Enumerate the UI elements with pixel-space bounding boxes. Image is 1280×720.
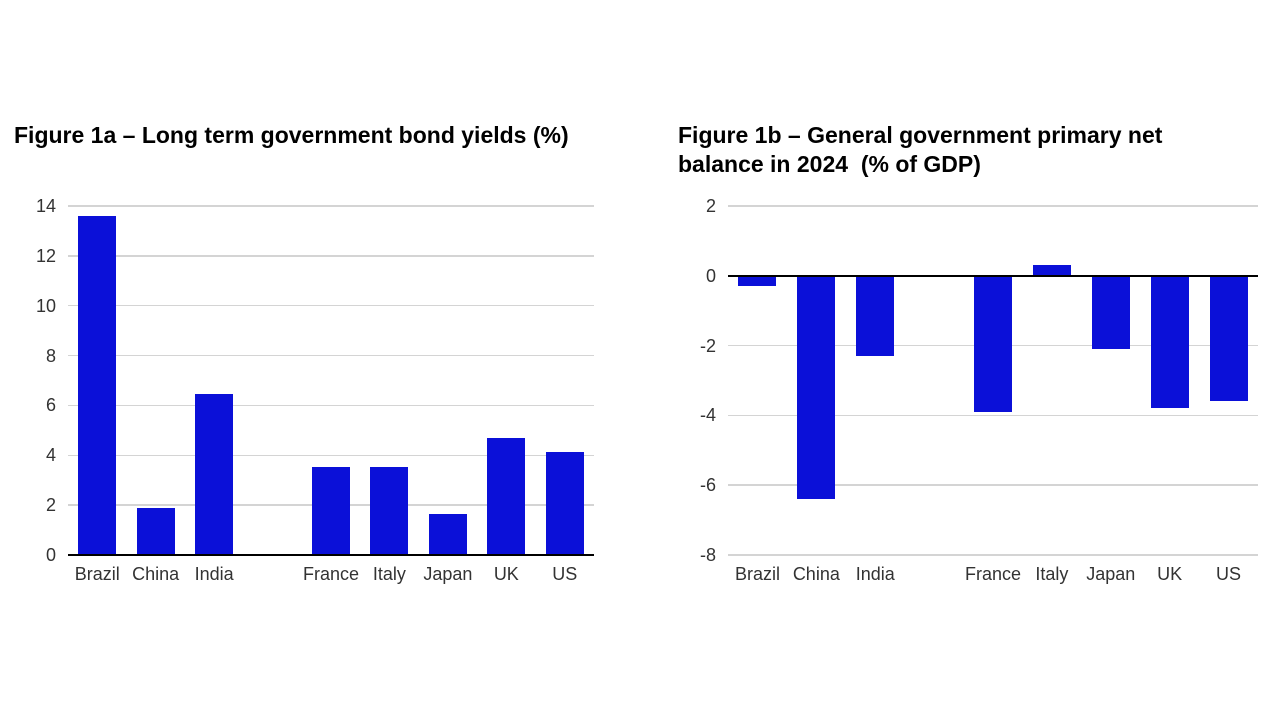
bar-japan [428, 513, 467, 555]
bar-uk [487, 437, 526, 555]
y-axis-tick-label: 4 [45, 445, 56, 466]
x-axis-category-label: India [194, 564, 234, 584]
y-axis-tick-label: 6 [45, 395, 56, 416]
gridline [728, 484, 1258, 486]
x-axis-category-label: China [792, 564, 840, 584]
gridline [68, 354, 594, 357]
y-axis-tick-label: 8 [45, 345, 56, 366]
bar-france [312, 466, 350, 555]
y-axis-tick-label: 14 [35, 196, 56, 216]
bar-japan [1091, 275, 1130, 350]
figure-1a-title: Figure 1a – Long term government bond yi… [14, 122, 569, 148]
gridline [68, 454, 594, 457]
gridline [68, 205, 594, 207]
figure-1b-title: Figure 1b – General government primary n… [678, 122, 1163, 177]
zero-axis-line [68, 554, 594, 556]
x-axis-category-label: Japan [423, 564, 473, 584]
y-axis-tick-label: 2 [705, 196, 716, 216]
bar-us [545, 451, 584, 555]
bar-brazil [738, 275, 777, 287]
bar-brazil [78, 215, 117, 555]
bar-india [856, 275, 895, 357]
gridline [68, 404, 594, 407]
bar-italy [370, 466, 409, 555]
y-axis-tick-label: -8 [699, 545, 716, 565]
x-axis-category-label: US [552, 564, 578, 584]
y-axis-tick-label: 0 [705, 265, 716, 286]
bar-italy [1032, 265, 1071, 276]
x-axis-category-label: Japan [1086, 564, 1136, 584]
y-axis-tick-label: 12 [35, 245, 56, 266]
gridline [728, 554, 1258, 556]
bar-us [1209, 275, 1248, 402]
figure-1a-plot-area: 0 2 4 6 8 10 12 14 Brazil China India France Italy Ja… [36, 196, 594, 584]
x-axis-category-label: India [855, 564, 895, 584]
x-axis-category-label: UK [1157, 564, 1183, 584]
x-axis-category-label: China [132, 564, 180, 584]
x-axis-category-label: Italy [1035, 564, 1069, 584]
gridline [728, 205, 1258, 207]
bar-china [797, 275, 836, 500]
x-axis-category-label: Italy [372, 564, 406, 584]
bar-india [195, 394, 234, 555]
x-axis-category-label: Brazil [74, 564, 120, 584]
gridline [728, 414, 1258, 417]
y-axis-tick-label: -4 [699, 405, 716, 426]
y-axis-tick-label: -2 [699, 335, 716, 356]
y-axis-tick-label: 0 [45, 545, 56, 565]
gridline [68, 304, 594, 307]
bar-uk [1150, 275, 1189, 409]
y-axis-tick-label: 2 [45, 495, 56, 516]
figure-1b-plot-area: 2 0 -2 -4 -6 -8 Brazil China India France Italy Jap… [700, 196, 1258, 584]
x-axis-category-label: Brazil [734, 564, 780, 584]
bar-china [136, 507, 175, 555]
x-axis-category-label: France [964, 564, 1022, 584]
x-axis-category-label: France [302, 564, 360, 584]
x-axis-category-label: UK [493, 564, 519, 584]
y-axis-tick-label: -6 [699, 475, 716, 496]
zero-axis-line [728, 274, 1258, 277]
bar-france [974, 275, 1012, 412]
y-axis-tick-label: 10 [35, 295, 56, 316]
gridline [68, 255, 594, 257]
x-axis-category-label: US [1216, 564, 1242, 584]
